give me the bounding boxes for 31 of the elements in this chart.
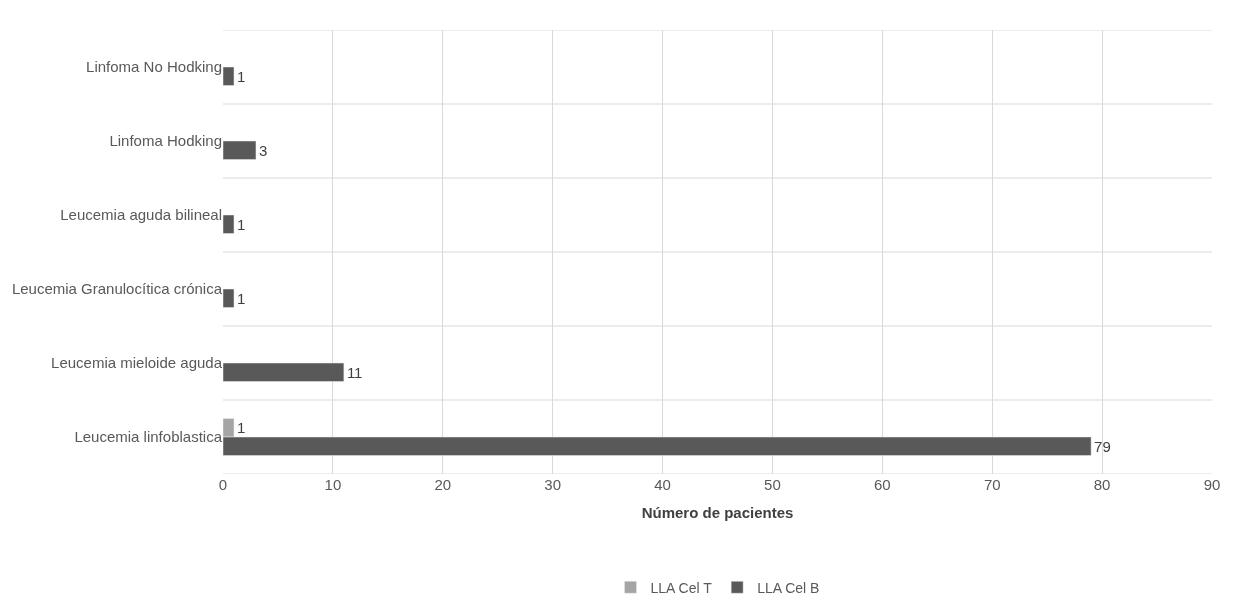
bar: [223, 66, 235, 86]
y-tick-label: Leucemia Granulocítica crónica: [11, 280, 223, 298]
y-tick-label: Leucemia aguda bilineal: [60, 206, 222, 224]
bar: [223, 288, 235, 308]
data-label: 11: [346, 363, 363, 381]
x-tick-label: 0: [218, 476, 228, 493]
y-tick-label: Linfoma No Hodking: [86, 58, 222, 76]
x-tick-label: 40: [654, 476, 671, 493]
x-tick-label: 90: [1203, 476, 1221, 493]
bar: [223, 362, 345, 382]
x-tick-label: 80: [1093, 476, 1111, 493]
x-axis-title: Número de pacientes: [641, 504, 794, 521]
x-tick-label: 70: [983, 476, 1001, 493]
bar: [223, 140, 257, 160]
data-label: 1: [236, 419, 246, 437]
x-tick-label: 50: [764, 476, 781, 493]
legend-label: LLA Cel B: [757, 579, 820, 596]
x-tick-label: 60: [873, 476, 891, 493]
y-tick-label: Leucemia mieloide aguda: [51, 354, 223, 372]
legend-label: LLA Cel T: [650, 579, 713, 596]
data-label: 1: [236, 215, 246, 233]
y-tick-label: Leucemia linfoblastica: [74, 428, 223, 446]
x-tick-label: 10: [324, 476, 342, 493]
x-tick-label: 30: [544, 476, 562, 493]
data-label: 1: [236, 289, 246, 307]
data-label: 1: [236, 67, 246, 85]
data-label: 3: [258, 141, 268, 159]
x-tick-label: 20: [434, 476, 452, 493]
bar: [223, 214, 235, 234]
data-label: 79: [1094, 437, 1111, 455]
y-tick-label: Linfoma Hodking: [109, 132, 222, 150]
